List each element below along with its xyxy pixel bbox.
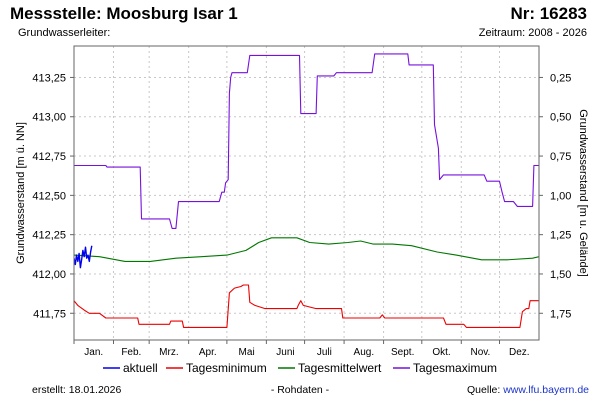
legend-label: Tagesmittelwert [298, 361, 382, 375]
series-line-tagesminimum [74, 284, 539, 328]
y-tick-label-left: 412,25 [32, 230, 66, 242]
y-tick-label-left: 413,25 [32, 72, 66, 84]
y-tick-label-left: 412,75 [32, 151, 66, 163]
y-tick-label-right: 0,25 [550, 72, 571, 84]
y-tick-label-right: 1,75 [550, 308, 571, 320]
x-tick-label: Jan. [84, 347, 103, 358]
y-tick-label-right: 0,50 [550, 112, 571, 124]
y-tick-label-left: 412,50 [32, 190, 66, 202]
x-tick-label: Feb. [121, 347, 141, 358]
x-tick-label: Mrz. [159, 347, 178, 358]
x-tick-label: Okt. [432, 347, 450, 358]
x-tick-label: Aug. [354, 347, 375, 358]
series-line-aktuell [74, 245, 93, 269]
y-axis-label-left: Grundwasserstand [m ü. NN] [15, 122, 27, 264]
rawdata-note: - Rohdaten - [270, 384, 330, 396]
x-tick-label: Mai [239, 347, 255, 358]
plot-frame [73, 45, 540, 341]
series-line-tagesmittelwert [74, 237, 539, 262]
y-tick-label-right: 0,75 [550, 151, 571, 163]
station-number: Nr: 16283 [510, 4, 587, 23]
y-tick-label-right: 1,50 [550, 269, 571, 281]
x-tick-label: Juli [317, 347, 332, 358]
period-label: Zeitraum: 2008 - 2026 [478, 27, 587, 39]
source-link[interactable]: www.lfu.bayern.de [503, 384, 589, 396]
y-tick-label-left: 412,00 [32, 269, 66, 281]
x-tick-label: Dez. [509, 347, 530, 358]
x-tick-label: Apr. [199, 347, 217, 358]
legend-label: Tagesmaximum [413, 361, 497, 375]
source-credit: Quelle: www.lfu.bayern.de [467, 384, 589, 396]
created-date: erstellt: 18.01.2026 [32, 384, 122, 396]
y-tick-label-right: 1,00 [550, 190, 571, 202]
series-line-tagesmaximum [74, 53, 539, 229]
chart-axes: 411,75 412,00 412,25 412,50 412,75 413,00 413,… [32, 72, 571, 358]
y-tick-label-right: 1,25 [550, 230, 571, 242]
chart-series [74, 53, 539, 328]
legend-label: Tagesminimum [186, 361, 267, 375]
x-tick-label: Sept. [391, 347, 414, 358]
y-axis-label-right: Grundwasserstand [m u. Gelände] [577, 109, 589, 277]
page-title: Messstelle: Moosburg Isar 1 [10, 4, 238, 23]
source-label: Quelle: [467, 384, 504, 396]
y-tick-label-left: 413,00 [32, 112, 66, 124]
chart-legend: aktuell Tagesminimum Tagesmittelwert Tagesm… [103, 361, 497, 375]
chart-grid [74, 46, 539, 340]
x-tick-label: Juni [276, 347, 294, 358]
aquifer-label: Grundwasserleiter: [18, 27, 111, 39]
y-tick-label-left: 411,75 [33, 308, 66, 320]
x-tick-label: Nov. [470, 347, 490, 358]
legend-label: aktuell [123, 361, 158, 375]
